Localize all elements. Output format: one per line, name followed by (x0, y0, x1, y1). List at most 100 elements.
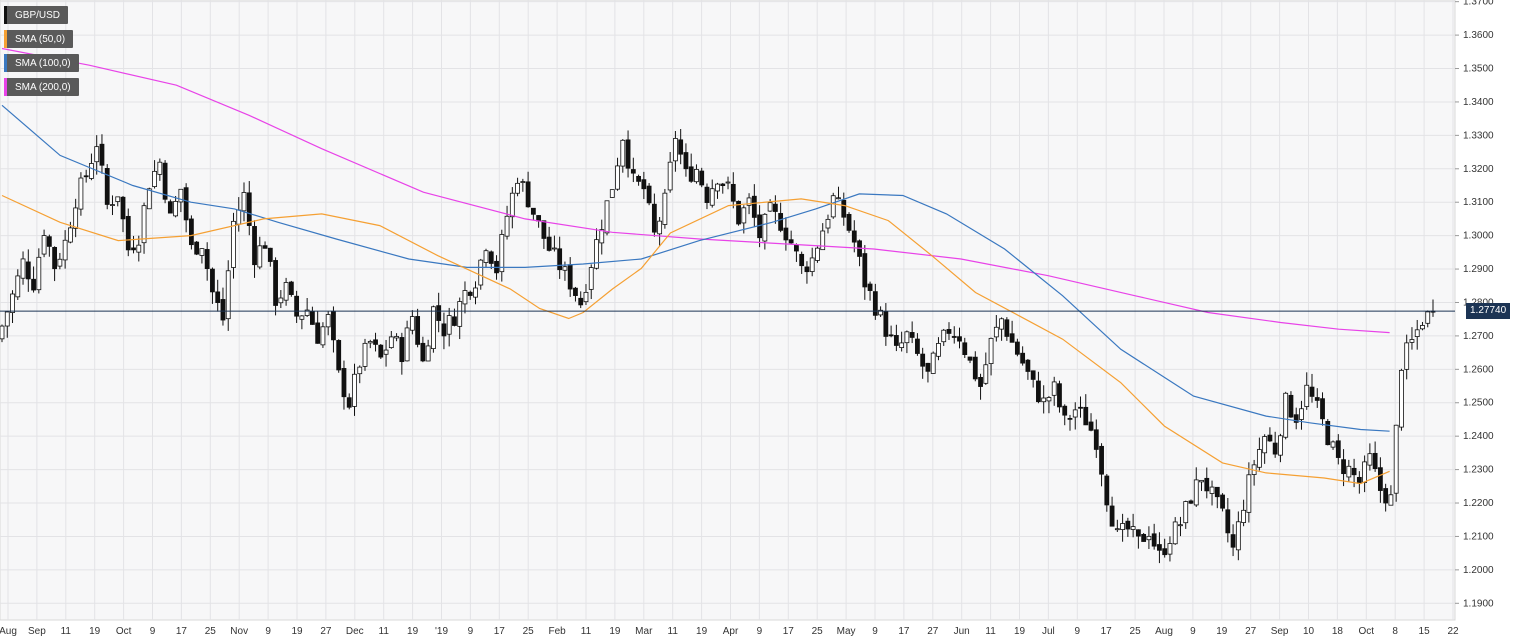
candle-body (173, 200, 179, 217)
candle-body (373, 339, 378, 345)
y-tick-label: 1.2200 (1463, 498, 1494, 509)
x-tick-label: Feb (548, 626, 566, 637)
y-tick-label: 1.3100 (1463, 197, 1494, 208)
x-tick-label: 17 (898, 626, 910, 637)
candle-body (515, 182, 520, 194)
candle-body (1314, 397, 1320, 401)
y-tick-label: 1.3700 (1463, 0, 1494, 8)
candle-body (683, 152, 689, 170)
candle-body (1104, 475, 1110, 506)
candle-body (1041, 397, 1047, 403)
candle-body (1209, 486, 1215, 494)
x-tick-label: Jul (1042, 626, 1055, 637)
candle-body (178, 188, 184, 203)
legend-sma-200[interactable]: SMA (200,0) (4, 78, 79, 96)
candle-body (1425, 311, 1431, 324)
candle-body (820, 230, 826, 251)
candle-body (1146, 535, 1152, 541)
legend-label-sma-100: SMA (100,0) (15, 57, 71, 69)
candle-body (662, 192, 668, 225)
candle-body (709, 188, 715, 206)
legend-sma-50[interactable]: SMA (50,0) (4, 30, 74, 48)
y-tick-label: 1.3300 (1463, 130, 1494, 141)
y-axis: 1.1900 1.2000 1.2100 1.2200 1.2300 1.2400 1.25… (1455, 0, 1494, 609)
candle-body (152, 170, 157, 187)
candle-body (1388, 494, 1394, 506)
x-tick-label: Aug (1155, 626, 1173, 637)
candlestick-series (0, 129, 1436, 564)
candle-body (1193, 479, 1199, 506)
x-tick-label: 19 (89, 626, 101, 637)
candle-body (1014, 341, 1020, 355)
candle-body (541, 220, 547, 239)
candle-body (878, 309, 883, 316)
legend-swatch-gbpusd (4, 6, 7, 24)
moving-average-lines (1, 47, 1390, 485)
x-tick-label: Oct (116, 626, 132, 637)
legend-sma-100[interactable]: SMA (100,0) (4, 54, 79, 72)
candle-body (1072, 409, 1078, 418)
candle-body (357, 366, 363, 375)
candle-body (346, 397, 352, 408)
candle-body (920, 353, 926, 367)
candle-body (299, 315, 305, 320)
candle-body (1278, 435, 1283, 456)
x-tick-label: 27 (1245, 626, 1257, 637)
candle-body (399, 337, 405, 363)
candle-body (89, 163, 94, 179)
candle-body (862, 253, 868, 288)
candle-body (746, 197, 752, 206)
x-tick-label: 19 (1014, 626, 1026, 637)
candle-body (799, 253, 805, 267)
candle-body (310, 311, 315, 325)
y-tick-label: 1.3400 (1463, 97, 1494, 108)
candle-body (978, 377, 983, 387)
candle-body (678, 139, 684, 155)
candle-body (567, 264, 573, 290)
candle-body (41, 235, 47, 255)
candle-body (1246, 474, 1252, 513)
x-tick-label: Apr (723, 626, 739, 637)
candle-body (315, 322, 321, 344)
candle-body (78, 177, 84, 210)
candle-body (1183, 501, 1189, 524)
x-tick-label: Aug (0, 626, 17, 637)
candle-body (452, 316, 457, 326)
legend-gbpusd[interactable]: GBP/USD (4, 6, 69, 24)
candle-body (462, 290, 468, 305)
candle-body (257, 245, 263, 268)
candle-body (1135, 529, 1141, 537)
candle-body (488, 251, 494, 264)
y-tick-label: 1.2900 (1463, 264, 1494, 275)
candle-body (762, 213, 768, 242)
candle-body (993, 326, 999, 338)
candle-body (20, 258, 26, 279)
candle-body (131, 247, 136, 251)
candle-body (483, 250, 489, 263)
candle-body (478, 259, 484, 286)
candle-body (946, 329, 952, 334)
candle-body (1057, 383, 1062, 408)
candle-body (736, 200, 741, 225)
candle-body (641, 179, 647, 190)
candle-body (1330, 441, 1336, 448)
x-tick-label: 25 (812, 626, 824, 637)
candle-body (715, 183, 720, 192)
candle-body (231, 220, 236, 268)
candle-body (1377, 467, 1383, 491)
candle-body (304, 309, 310, 316)
candle-body (562, 266, 568, 271)
x-tick-label: 17 (783, 626, 795, 637)
candle-body (120, 196, 126, 220)
candle-body (904, 331, 910, 344)
candle-body (409, 316, 415, 331)
candle-body (436, 305, 442, 321)
candle-body (378, 344, 384, 358)
candle-body (557, 248, 563, 271)
x-tick-label: 25 (205, 626, 217, 637)
candle-body (830, 195, 836, 218)
candle-body (846, 213, 852, 231)
x-tick-label: Nov (230, 626, 248, 637)
candle-body (341, 368, 347, 398)
candle-body (31, 278, 36, 291)
